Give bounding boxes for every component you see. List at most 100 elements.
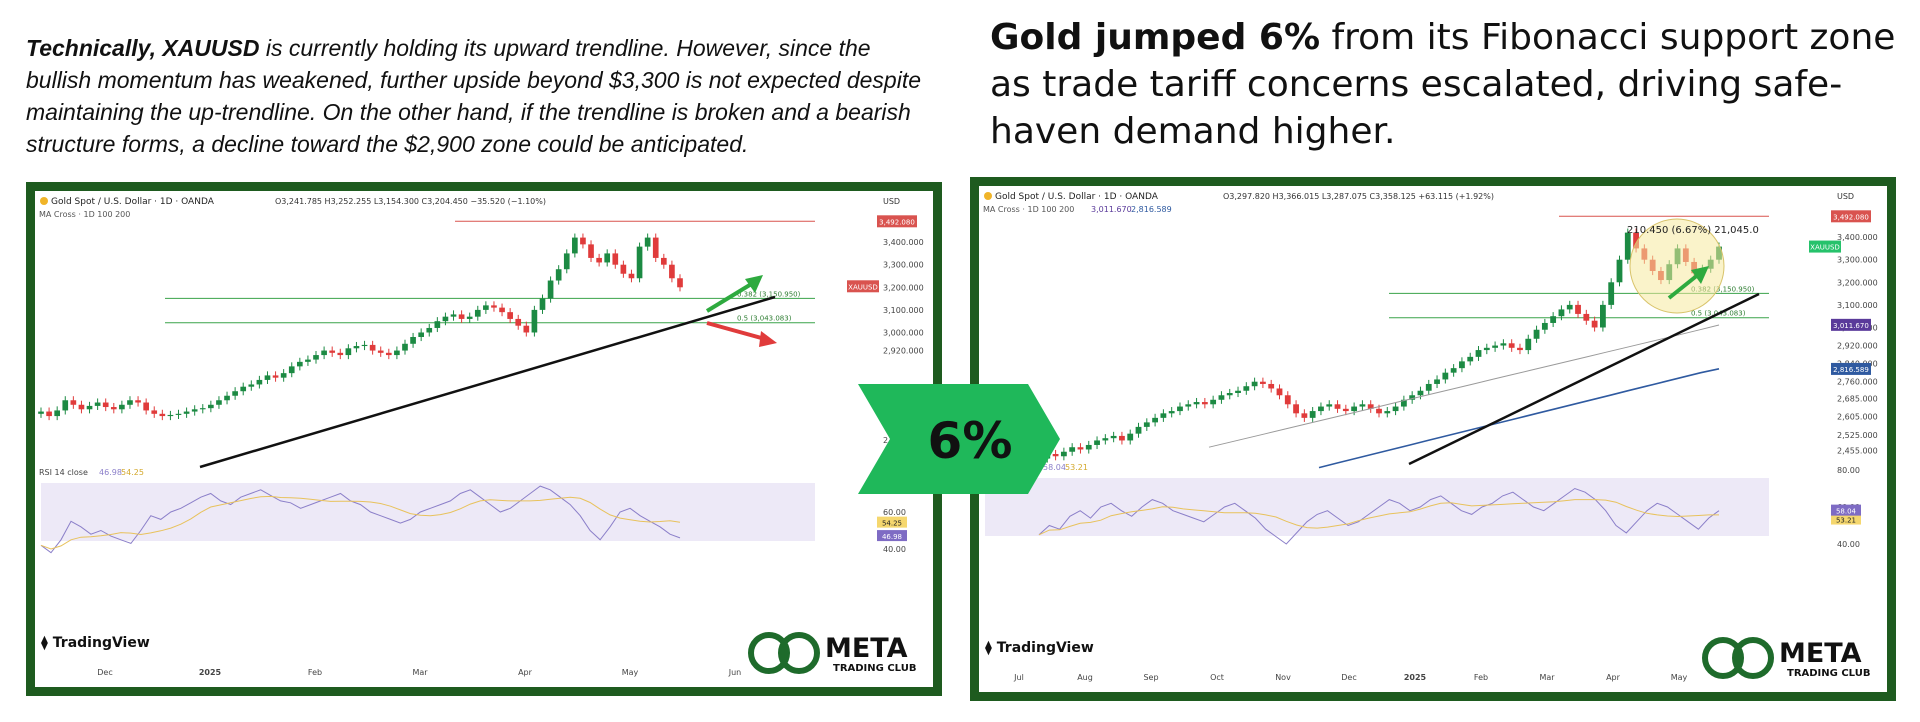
candle-body [1400, 399, 1407, 407]
ohlc-readout: O3,297.820 H3,366.015 L3,287.075 C3,358.… [1223, 192, 1494, 201]
price-badge-label: XAUUSD [1810, 244, 1840, 252]
candle-body [62, 400, 69, 411]
candle-body [563, 253, 570, 270]
candle-body [1367, 404, 1374, 409]
candle-body [240, 386, 247, 392]
candle-body [1359, 404, 1366, 407]
candle-body [264, 375, 271, 380]
rsi-tick-label: 80.00 [1837, 466, 1860, 475]
x-tick-label: Jul [1013, 673, 1024, 682]
candle-body [1600, 304, 1606, 328]
x-tick-label: Mar [412, 668, 428, 677]
candle-body [652, 237, 659, 258]
candle-body [547, 280, 554, 299]
candle-body [1550, 316, 1557, 323]
ma100-line [1208, 324, 1720, 448]
candle-body [677, 278, 683, 288]
candle-body [1210, 399, 1217, 405]
x-tick-label: 2025 [1404, 673, 1427, 682]
badge-chevron [858, 384, 1060, 494]
x-tick-label: Sep [1143, 673, 1158, 682]
candle-body [1591, 320, 1598, 328]
candle-body [1467, 356, 1474, 362]
candle-body [1168, 411, 1175, 414]
candle-body [1052, 454, 1059, 457]
candle-body [1284, 395, 1291, 405]
candle-body [531, 309, 538, 333]
candle-body [1127, 433, 1134, 441]
measure-label: 210.450 (6.67%) 21,045.0 [1627, 225, 1759, 236]
candle-body [523, 325, 530, 333]
indicator-label: MA Cross · 1D 100 200 [983, 205, 1074, 214]
left-commentary: Technically, XAUUSD is currently holding… [26, 32, 926, 160]
candle-body [1268, 383, 1275, 389]
rsi-value: 58.04 [1043, 463, 1066, 472]
candle-body [555, 269, 562, 281]
candle-body [1152, 417, 1158, 423]
y-tick-label: 3,300.000 [883, 261, 924, 270]
candle-body [1492, 345, 1498, 348]
y-tick-label: 2,760.000 [1837, 378, 1878, 387]
candle-body [1450, 368, 1457, 373]
candle-body [345, 348, 352, 356]
up-arrow-shaft [1667, 272, 1701, 300]
candle-body [1442, 372, 1449, 380]
candle-body [167, 414, 174, 417]
candle-body [143, 402, 149, 411]
candle-body [1326, 404, 1333, 407]
candle-body [199, 408, 206, 410]
candle-body [321, 350, 327, 356]
candle-body [1608, 282, 1615, 305]
right-commentary-lead: Gold jumped 6% [990, 17, 1321, 58]
price-badge-label: 3,011.670 [1833, 322, 1869, 330]
price-badge-label: 3,492.080 [1833, 213, 1869, 221]
y-tick-label: 3,100.000 [1837, 301, 1878, 310]
y-tick-label: 3,100.000 [883, 306, 924, 315]
candle-body [644, 237, 651, 247]
x-tick-label: May [1671, 673, 1688, 682]
candle-body [1425, 383, 1432, 391]
candle-body [499, 307, 505, 313]
rsi-ma-line [40, 495, 681, 550]
price-badge [877, 215, 917, 228]
candle-body [1309, 411, 1316, 418]
x-tick-label: 2025 [199, 668, 222, 677]
candle-body [1583, 313, 1590, 321]
rsi-ma-badge [1831, 513, 1861, 525]
candle-body [474, 309, 481, 317]
candle-body [483, 305, 489, 310]
candle-body [183, 411, 190, 414]
indicator-label: MA Cross · 1D 100 200 [39, 210, 130, 219]
candle-body [1334, 404, 1341, 409]
rsi-value-badge-label: 58.04 [1836, 508, 1857, 516]
candle-body [1293, 404, 1299, 414]
candle-body [1409, 395, 1416, 400]
measure-highlight-circle [1629, 218, 1725, 314]
chart-right: Gold Spot / U.S. Dollar · 1D · OANDA O3,2… [983, 192, 1885, 688]
brand-logo-mark [748, 632, 790, 674]
candle-body [54, 410, 61, 417]
candle-body [507, 312, 513, 319]
candle-body [410, 337, 416, 344]
candle-body [256, 379, 263, 385]
candle-body [1110, 435, 1117, 439]
price-badge [1831, 210, 1871, 223]
fib-label: 0.382 (3,150.950) [737, 290, 801, 298]
candle-body [385, 352, 392, 356]
candle-body [1060, 451, 1067, 457]
candle-body [442, 316, 449, 322]
rsi-ma-badge-label: 54.25 [882, 520, 902, 528]
candle-body [636, 246, 643, 279]
brand-logo-mark [1732, 637, 1774, 679]
currency-label: USD [1837, 192, 1854, 201]
rsi-ma-value: 54.25 [121, 468, 144, 477]
badge-text: 6% [928, 412, 1013, 470]
y-tick-label: 3,200.000 [1837, 278, 1878, 287]
candle-body [151, 410, 158, 414]
ma200-line [1318, 368, 1720, 469]
candle-body [272, 375, 279, 378]
candle-body [1500, 343, 1507, 346]
candle-body [208, 404, 214, 409]
candle-body [1533, 329, 1540, 339]
y-tick-label: 2,685.000 [1837, 395, 1878, 404]
